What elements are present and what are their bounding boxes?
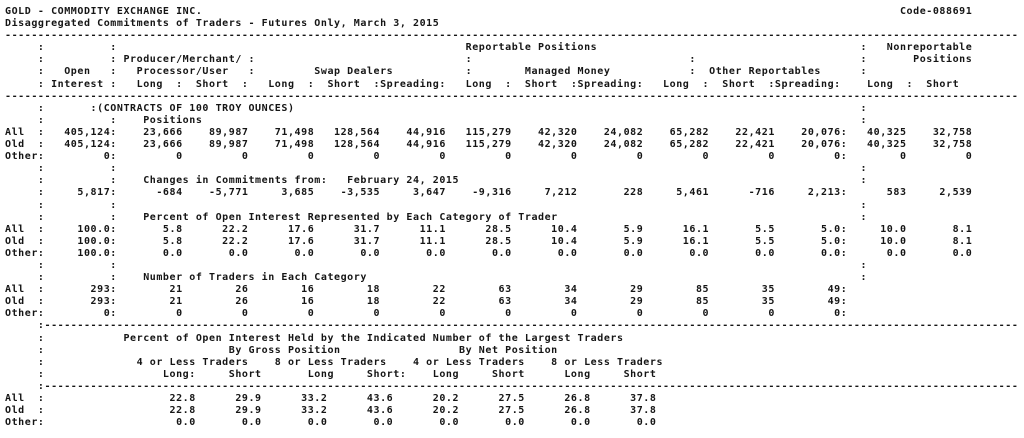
header-row-1: : : Reportable Positions : Nonreportable bbox=[5, 42, 973, 54]
changes-row: : 5,817: -684 -5,771 3,685 -3,535 3,647 … bbox=[5, 187, 973, 199]
percent-row-old: Old : 100.0: 5.8 22.2 17.6 31.7 11.1 28.… bbox=[5, 235, 973, 247]
traders-title-line: : : Number of Traders in Each Category : bbox=[5, 272, 868, 284]
conc-row-old: Old : 22.8 29.9 33.2 43.6 20.2 27.5 26.8… bbox=[5, 405, 657, 417]
conc-groups-line: : By Gross Position By Net Position bbox=[5, 344, 558, 356]
conc-rule-bottom: :---------------------------------------… bbox=[5, 380, 1019, 392]
conc-row-other: Other: 0.0 0.0 0.0 0.0 0.0 0.0 0.0 0.0 bbox=[5, 417, 657, 429]
conc-columns-line: : Long: Short Long Short: Long Short Lon… bbox=[5, 368, 657, 380]
changes-title-line: : : Changes in Commitments from: Februar… bbox=[5, 175, 868, 187]
rule-top: ----------------------------------------… bbox=[5, 30, 1019, 42]
header-row-2: : : Producer/Merchant/ : : : : Positions bbox=[5, 54, 973, 66]
positions-title-line: : : Positions : bbox=[5, 114, 868, 126]
percent-row-other: Other: 100.0: 0.0 0.0 0.0 0.0 0.0 0.0 0.… bbox=[5, 247, 973, 259]
conc-title-line: : Percent of Open Interest Held by the I… bbox=[5, 332, 624, 344]
traders-row-other: Other: 0: 0 0 0 0 0 0 0 0 0 0 0: bbox=[5, 308, 973, 320]
header-row-4: : Interest : Long : Short : Long : Short… bbox=[5, 78, 960, 90]
conc-subgroups-line: : 4 or Less Traders 8 or Less Traders 4 … bbox=[5, 356, 664, 368]
percent-title-line: : : Percent of Open Interest Represented… bbox=[5, 211, 868, 223]
positions-row-other: Other: 0: 0 0 0 0 0 0 0 0 0 0 0: 0 0 bbox=[5, 151, 973, 163]
percent-row-all: All : 100.0: 5.8 22.2 17.6 31.7 11.1 28.… bbox=[5, 223, 973, 235]
title-line: GOLD - COMMODITY EXCHANGE INC. Code-0886… bbox=[5, 6, 973, 17]
positions-row-all: All : 405,124: 23,666 89,987 71,498 128,… bbox=[5, 126, 973, 138]
conc-rule-top: :---------------------------------------… bbox=[5, 320, 1019, 332]
subtitle-line: Disaggregated Commitments of Traders - F… bbox=[5, 18, 440, 30]
spacer-1: : : : bbox=[5, 163, 868, 175]
positions-row-old: Old : 405,124: 23,666 89,987 71,498 128,… bbox=[5, 139, 973, 151]
spacer-2: : : : bbox=[5, 199, 868, 211]
header-row-3: : Open : Processor/User : Swap Dealers :… bbox=[5, 66, 868, 78]
rule-header: ----------------------------------------… bbox=[5, 90, 1019, 102]
conc-row-all: All : 22.8 29.9 33.2 43.6 20.2 27.5 26.8… bbox=[5, 393, 657, 404]
traders-row-old: Old : 293: 21 26 16 18 22 63 34 29 85 35… bbox=[5, 296, 973, 308]
contracts-line: : :(CONTRACTS OF 100 TROY OUNCES) : bbox=[5, 102, 868, 114]
spacer-3: : : : bbox=[5, 259, 868, 271]
traders-row-all: All : 293: 21 26 16 18 22 63 34 29 85 35… bbox=[5, 284, 973, 296]
